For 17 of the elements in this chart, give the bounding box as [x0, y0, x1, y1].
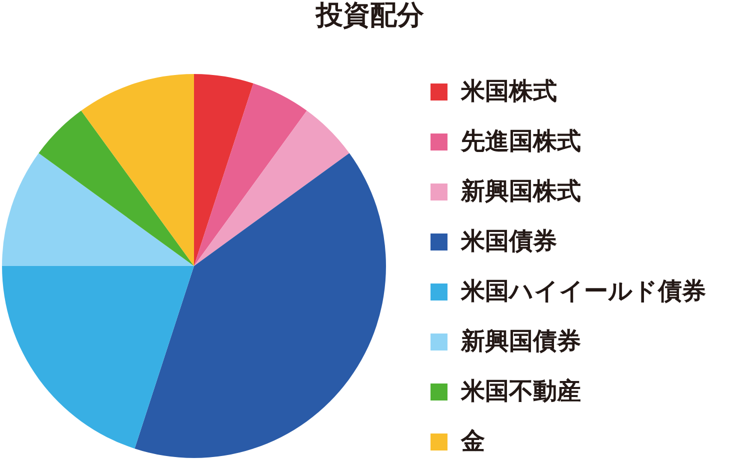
pie-slice — [194, 110, 350, 266]
legend-label: 先進国株式 — [460, 127, 581, 155]
pie-slice — [2, 153, 194, 266]
pie-slice — [134, 153, 386, 458]
pie-slice — [38, 110, 194, 266]
chart-title: 投資配分 — [315, 0, 425, 31]
legend-label: 新興国株式 — [460, 177, 581, 205]
pie-slice — [194, 83, 307, 266]
legend-label: 米国ハイイールド債券 — [460, 277, 706, 305]
pie-slice — [194, 74, 254, 266]
legend-label: 米国債券 — [460, 227, 557, 255]
pie-slice — [81, 74, 194, 266]
legend-label: 米国不動産 — [460, 377, 581, 405]
legend-label: 新興国債券 — [460, 327, 581, 355]
legend-label: 金 — [460, 427, 485, 455]
pie-slice — [2, 266, 194, 449]
legend-label: 米国株式 — [460, 77, 557, 105]
